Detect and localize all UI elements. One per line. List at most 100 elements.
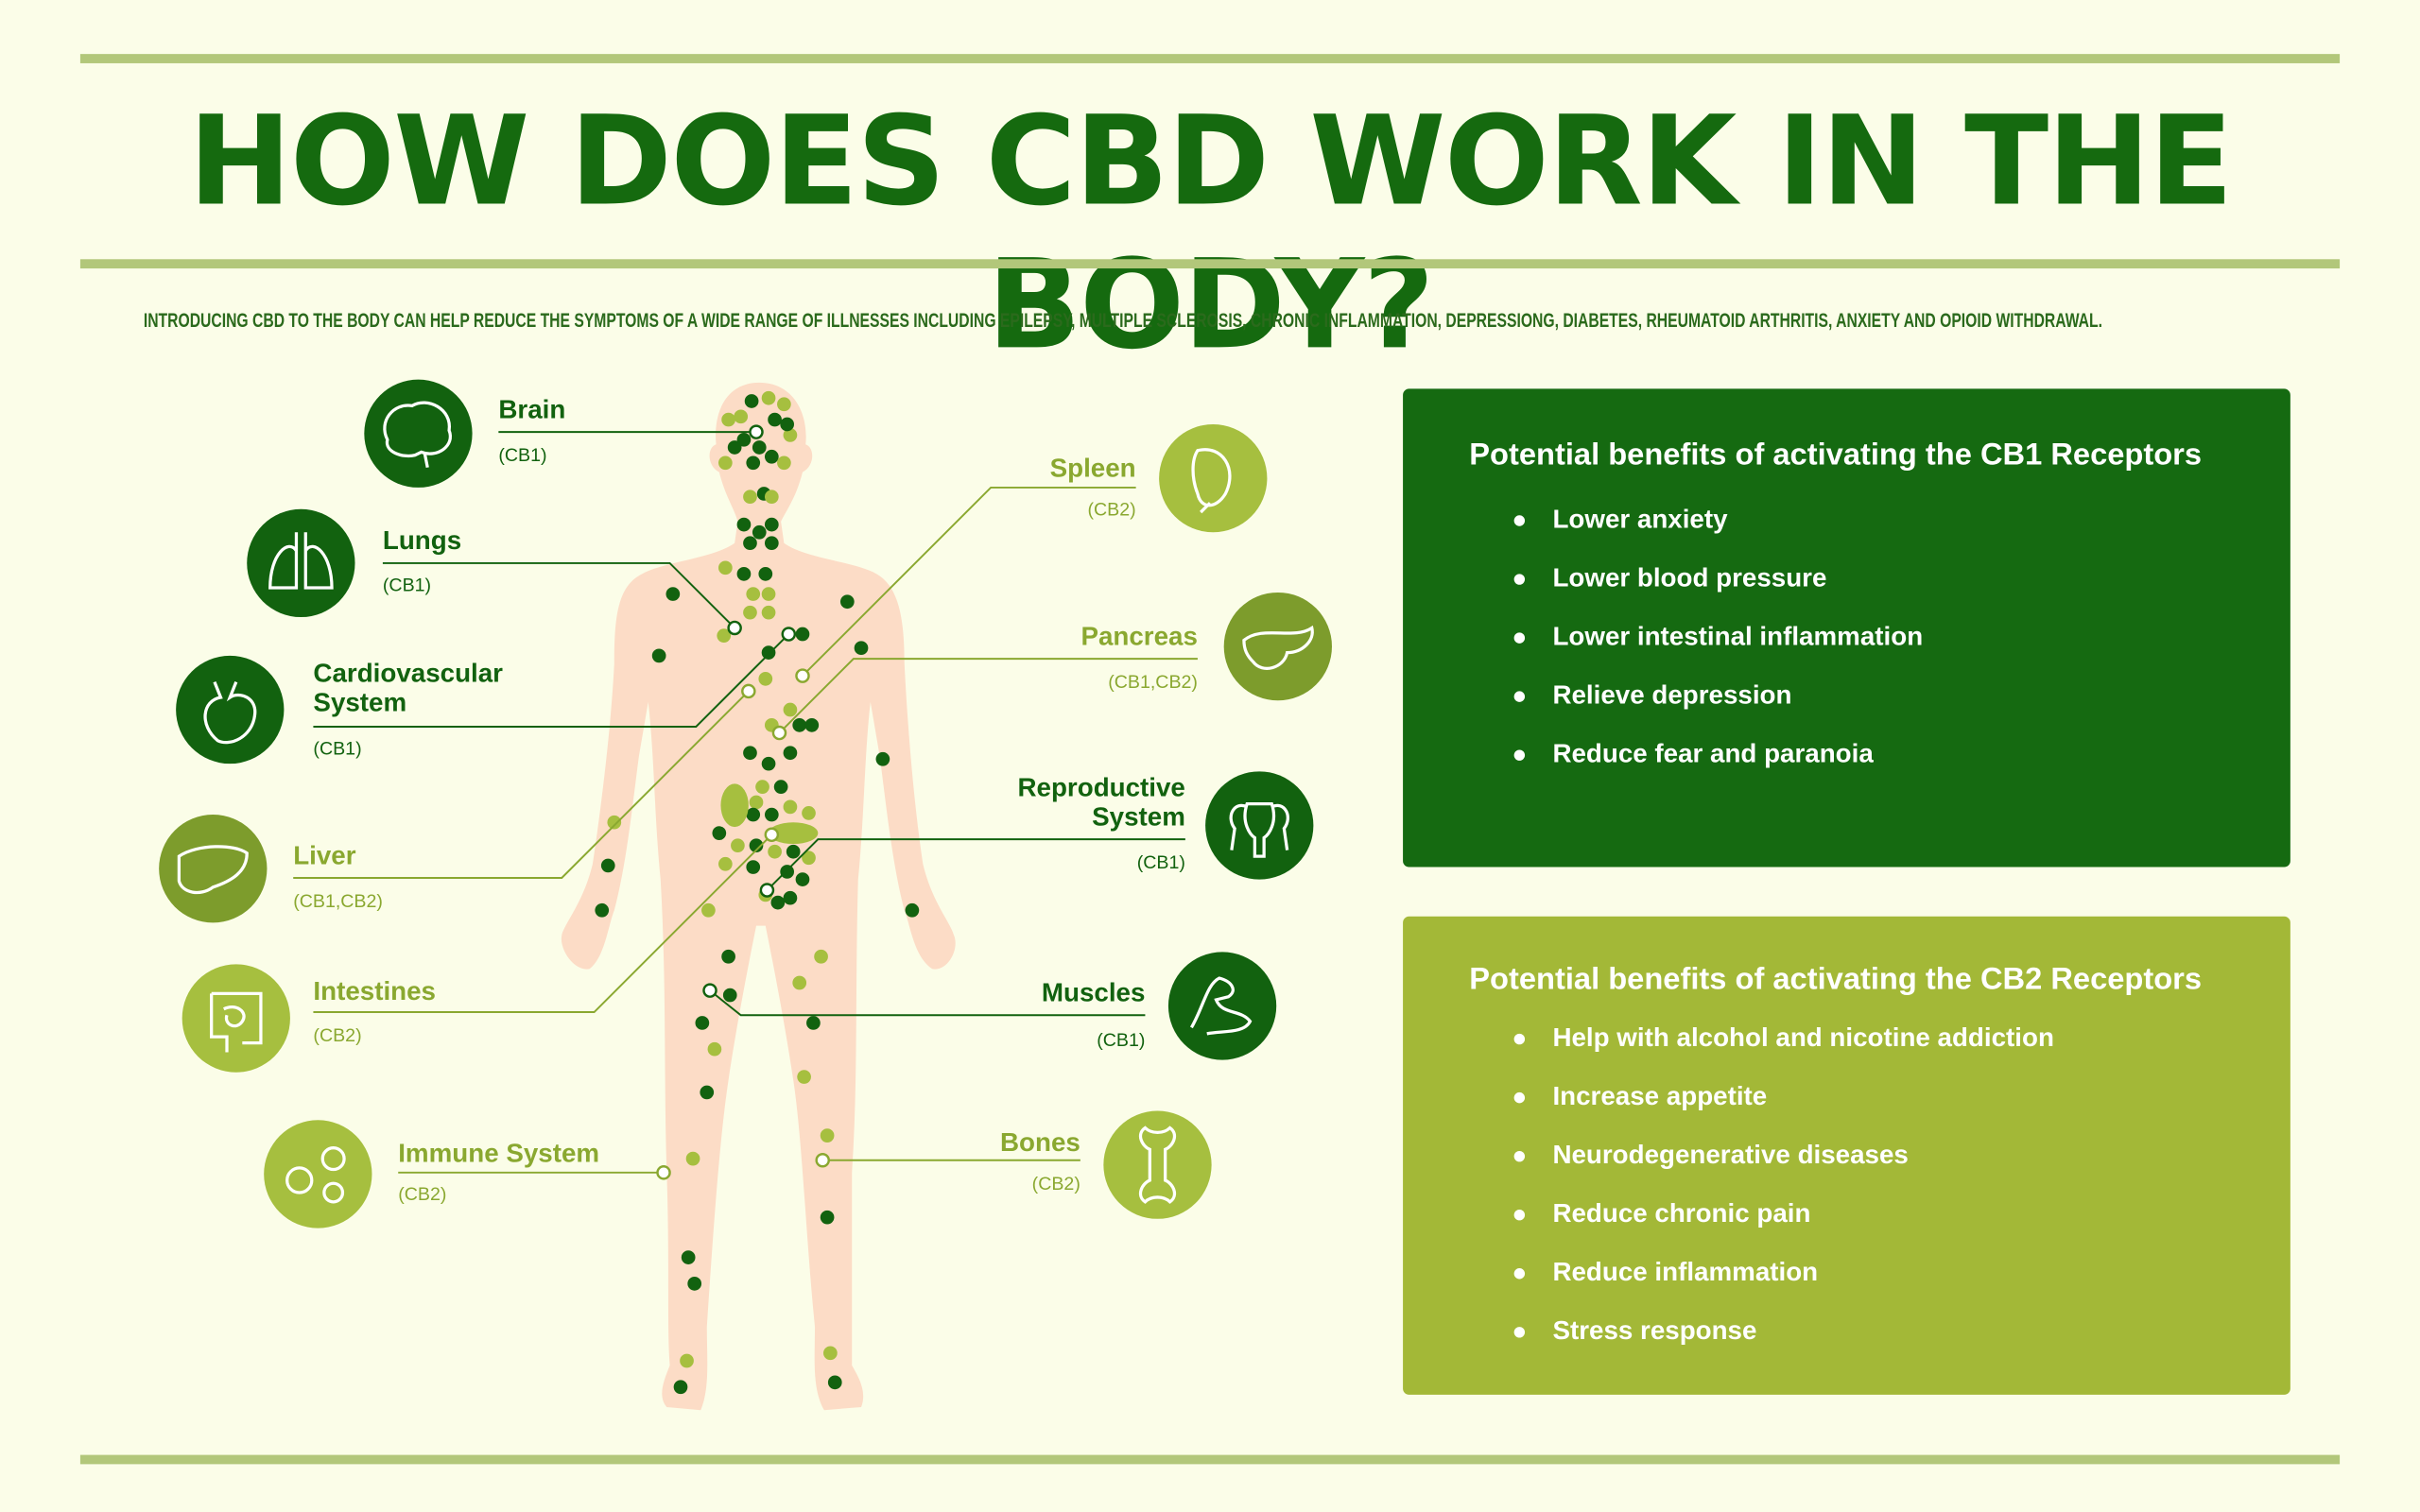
receptor-dot — [792, 975, 807, 990]
title-divider — [79, 259, 2341, 269]
receptor-dot — [717, 560, 733, 576]
receptor-dot — [761, 605, 776, 620]
receptor-dot — [685, 1151, 700, 1166]
organ-marker-reproductive-system — [759, 883, 775, 898]
receptor-dot — [839, 594, 855, 610]
receptor-dot — [743, 536, 757, 551]
receptor-dot — [666, 587, 681, 601]
organ-marker-muscles — [702, 983, 717, 998]
receptor-dot — [736, 517, 752, 532]
receptor-dot — [746, 860, 761, 874]
receptor-dot — [768, 412, 782, 427]
receptor-dot — [854, 641, 869, 656]
receptor-dot — [743, 605, 757, 620]
intro-text: INTRODUCING CBD TO THE BODY CAN HELP RED… — [143, 308, 2102, 333]
receptor-dot — [786, 844, 801, 859]
receptor-type-immune-system: (CB2) — [398, 1183, 447, 1206]
cb1-benefits-panel: Potential benefits of activating the CB1… — [1403, 388, 2290, 868]
cb2-title: Potential benefits of activating the CB2… — [1469, 962, 2203, 997]
cb1-benefit-item: Relieve depression — [1511, 680, 1923, 739]
receptor-type-spleen: (CB2) — [1087, 498, 1136, 521]
receptor-dot — [717, 628, 732, 643]
receptor-dot — [804, 717, 820, 732]
receptor-dot — [712, 826, 727, 840]
organ-marker-immune-system — [656, 1165, 671, 1180]
receptor-dot — [758, 566, 773, 581]
leader-line-cardiovascular-system — [313, 633, 789, 728]
intestines-icon — [182, 964, 290, 1073]
cb2-benefit-item: Neurodegenerative diseases — [1511, 1141, 2054, 1199]
receptor-dot — [764, 536, 779, 551]
receptor-type-lungs: (CB1) — [382, 574, 432, 596]
organ-label-liver: Liver — [293, 840, 356, 870]
receptor-dot — [758, 672, 773, 686]
cb1-title: Potential benefits of activating the CB1… — [1469, 438, 2203, 472]
cb1-benefits-list: Lower anxiety Lower blood pressure Lower i… — [1511, 505, 1923, 798]
receptor-type-reproductive-system: (CB1) — [1136, 851, 1185, 874]
receptor-dot — [746, 807, 761, 822]
leader-line-lungs — [382, 561, 735, 629]
receptor-dot — [764, 807, 779, 822]
organ-label-muscles: Muscles — [1041, 978, 1146, 1008]
receptor-dot — [607, 815, 622, 830]
receptor-dot — [746, 455, 761, 471]
receptor-dot — [749, 795, 764, 810]
receptor-dot — [595, 902, 610, 918]
organ-marker-brain — [749, 424, 764, 439]
heart-icon — [176, 655, 285, 765]
organ-marker-intestines — [764, 827, 780, 843]
cb1-benefit-item: Lower anxiety — [1511, 505, 1923, 563]
receptor-type-pancreas: (CB1,CB2) — [1108, 671, 1198, 694]
lungs-icon — [247, 508, 355, 618]
receptor-dot — [777, 455, 791, 471]
receptor-dot — [651, 648, 666, 663]
receptor-dot — [761, 645, 776, 660]
organ-marker-pancreas — [771, 725, 787, 741]
leader-lines — [293, 424, 1198, 1180]
receptor-dot — [770, 895, 786, 910]
receptor-dot — [820, 1210, 835, 1225]
leader-line-intestines — [313, 833, 773, 1013]
receptor-dot — [783, 428, 798, 442]
cb1-benefit-item: Lower intestinal inflammation — [1511, 622, 1923, 680]
leader-line-spleen — [802, 486, 1136, 677]
organ-label-brain: Brain — [498, 394, 566, 424]
receptor-dot — [727, 440, 742, 455]
receptor-dot — [768, 844, 782, 859]
uterus-icon — [1205, 771, 1314, 880]
organ-shape — [720, 783, 749, 828]
cb2-benefit-item: Reduce inflammation — [1511, 1258, 2054, 1316]
leader-line-pancreas — [778, 658, 1198, 734]
cb2-benefit-item: Help with alcohol and nicotine addiction — [1511, 1022, 2054, 1081]
receptor-dot — [746, 587, 761, 601]
receptor-dot — [777, 397, 791, 412]
receptor-dot — [875, 751, 890, 766]
brain-icon — [364, 379, 473, 488]
receptor-dot — [743, 746, 757, 761]
receptor-dot — [905, 902, 920, 918]
receptor-dot — [827, 1375, 842, 1390]
organ-marker-bones — [815, 1152, 830, 1168]
organ-shape — [769, 822, 819, 845]
receptor-dot — [744, 394, 759, 408]
receptor-dot — [673, 1380, 688, 1395]
receptor-dot — [707, 1041, 722, 1057]
cb2-benefits-panel: Potential benefits of activating the CB2… — [1403, 916, 2290, 1395]
receptor-dot — [780, 417, 794, 432]
bone-icon — [1103, 1110, 1212, 1219]
leader-line-liver — [293, 690, 750, 879]
organ-label-pancreas: Pancreas — [1080, 621, 1198, 651]
receptor-dot — [780, 865, 794, 879]
muscle-arm-icon — [1167, 952, 1277, 1060]
receptor-dots — [595, 390, 920, 1395]
receptor-dot — [764, 517, 779, 532]
organ-label-lungs: Lungs — [382, 525, 462, 556]
cells-icon — [264, 1120, 372, 1228]
receptor-type-intestines: (CB2) — [313, 1024, 362, 1046]
receptor-dot — [752, 440, 767, 455]
receptor-dot — [736, 566, 752, 581]
organ-marker-liver — [741, 683, 756, 699]
cb2-benefit-item: Increase appetite — [1511, 1081, 2054, 1140]
